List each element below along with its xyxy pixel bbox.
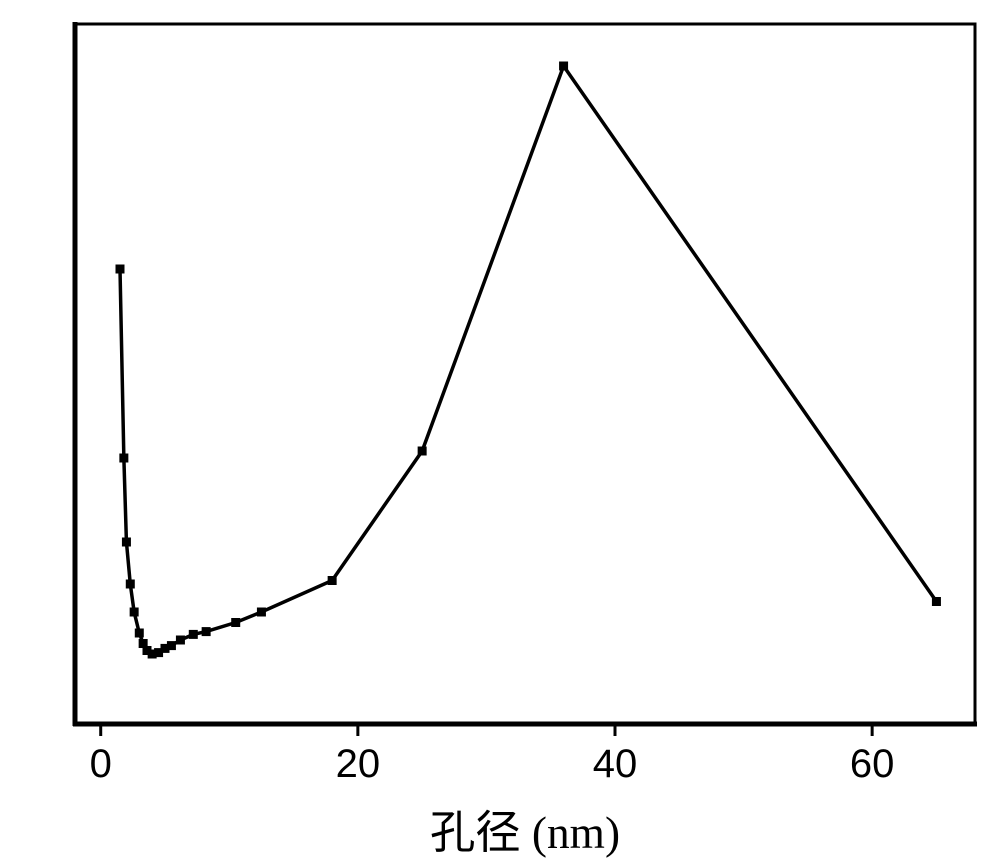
figure: 0 20 40 60 孔径 (nm) bbox=[0, 0, 1000, 860]
data-marker bbox=[130, 608, 139, 617]
data-marker bbox=[119, 454, 128, 463]
data-marker bbox=[126, 580, 135, 589]
data-marker bbox=[559, 62, 568, 71]
data-marker bbox=[176, 636, 185, 645]
data-marker bbox=[116, 265, 125, 274]
plot-svg bbox=[0, 0, 1000, 860]
x-tick-label: 20 bbox=[318, 742, 398, 787]
data-marker bbox=[202, 627, 211, 636]
data-marker bbox=[135, 629, 144, 638]
x-axis-title: 孔径 (nm) bbox=[75, 796, 975, 862]
data-marker bbox=[189, 630, 198, 639]
x-tick-label: 60 bbox=[832, 742, 912, 787]
data-marker bbox=[328, 576, 337, 585]
data-marker bbox=[932, 597, 941, 606]
data-marker bbox=[167, 641, 176, 650]
data-marker bbox=[418, 447, 427, 456]
x-tick-label: 40 bbox=[575, 742, 655, 787]
x-tick-label: 0 bbox=[61, 742, 141, 787]
data-marker bbox=[257, 608, 266, 617]
data-marker bbox=[122, 538, 131, 547]
data-marker bbox=[231, 618, 240, 627]
plot-frame-rect bbox=[75, 24, 975, 724]
